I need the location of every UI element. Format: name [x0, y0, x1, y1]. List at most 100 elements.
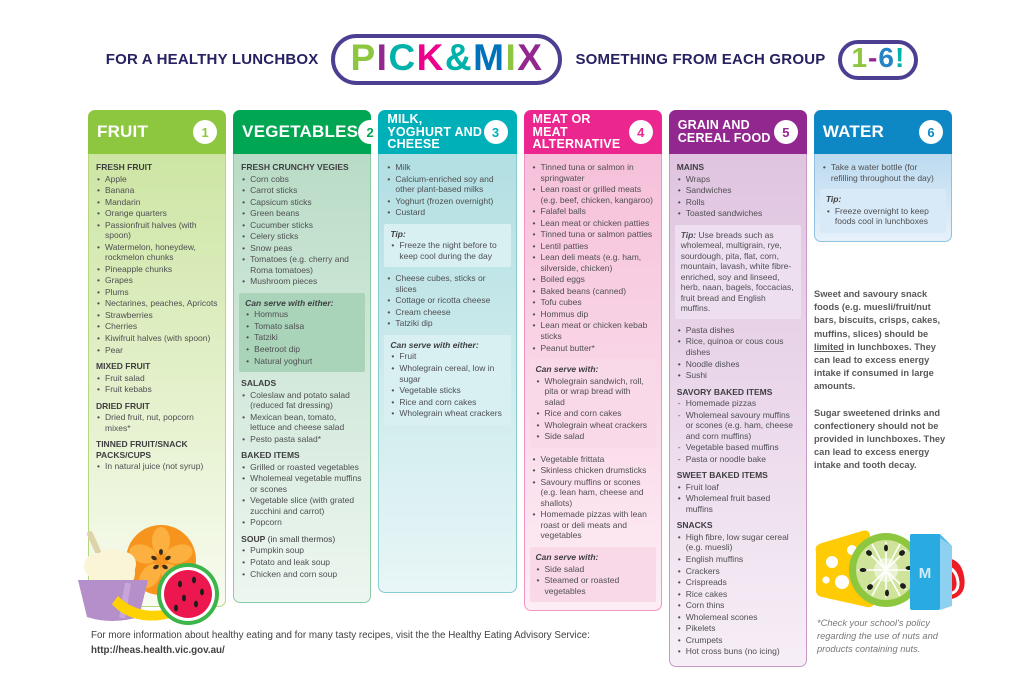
list-item-text: Vegetable frittata [540, 453, 605, 464]
list-item: • Grapes [96, 275, 218, 286]
food-group-columns: FRUIT 1 FRESH FRUIT • Apple • Banana • Mandarin •… [88, 110, 953, 667]
bullet: • [532, 297, 536, 308]
list-item: • Corn thins [677, 600, 799, 611]
bullet: • [246, 309, 250, 320]
list-section: BAKED ITEMS • Grilled or roasted vegetable… [241, 450, 363, 528]
logo-letter: & [444, 37, 474, 78]
bullet: • [677, 623, 681, 634]
list-item-text: Falafel balls [540, 206, 586, 217]
bullet: • [97, 208, 100, 219]
list-section: • Vegetable frittata • Skinless chicken dru… [532, 454, 654, 541]
bullet: • [97, 384, 100, 395]
list-item-text: Milk [395, 162, 411, 172]
bullet: • [677, 370, 681, 381]
bullet: • [97, 461, 100, 472]
bullet: • [677, 324, 681, 335]
list-item-text: Wraps [685, 173, 711, 184]
bullet: • [532, 252, 536, 263]
list-section: SAVORY BAKED ITEMS - Homemade pizzas - Whole… [677, 387, 799, 465]
nut-policy-note: *Check your school's policy regarding th… [817, 618, 938, 655]
bullet: • [536, 431, 540, 442]
list-item-text: Natural yoghurt [254, 355, 313, 366]
list-section: SOUP (in small thermos) • Pumpkin soup • Pot… [241, 534, 363, 579]
list-item-text: Tofu cubes [540, 297, 582, 308]
group-number-badge: 4 [628, 120, 653, 144]
list-section: MIXED FRUIT • Fruit salad • Fruit kebabs [96, 361, 218, 395]
list-section: • Tinned tuna or salmon in springwater • Le… [532, 162, 654, 353]
list-item-text: Pikelets [685, 623, 716, 634]
column-body: FRESH CRUNCHY VEGIES • Corn cobs • Carrot st… [233, 154, 372, 603]
header-left-text: FOR A HEALTHY LUNCHBOX [105, 51, 319, 68]
list-item: • Calcium-enriched soy and other plant-ba… [386, 174, 508, 195]
column-grain-and-cereal-food: GRAIN AND CEREAL FOOD 5 MAINS • Wraps • Sandwi… [668, 110, 807, 667]
section-heading: Can serve with either: [390, 339, 479, 350]
section-heading: FRESH FRUIT [96, 162, 153, 172]
list-item: • Cottage or ricotta cheese [386, 295, 508, 306]
list-item: • Celery sticks [241, 231, 363, 242]
list-item: • Baked beans (canned) [532, 286, 654, 297]
list-item-text: Wholemeal vegetable muffins or scones [250, 473, 362, 494]
column-body: • Take a water bottle (for refilling thro… [813, 154, 953, 242]
list-item-text: Beetroot dip [254, 343, 301, 354]
list-item-text: Capsicum sticks [250, 196, 312, 207]
list-item-text: Cream cheese [395, 306, 451, 317]
list-item-text: Apple [105, 173, 127, 184]
list-item-text: Passionfruit halves (with spoon) [105, 219, 197, 241]
list-item-text: Strawberries [105, 309, 153, 320]
group-number-badge: 6 [919, 120, 944, 144]
list-section: • Pasta dishes • Rice, quinoa or cous cous … [677, 325, 799, 381]
section-heading: SNACKS [676, 520, 713, 531]
list-item-text: Vegetable based muffins [685, 442, 779, 453]
bullet: • [242, 208, 246, 219]
list-item-text: Banana [105, 185, 135, 196]
sugar-drinks-note: Sugar sweetened drinks and confectionery… [814, 407, 946, 471]
list-item: • Potato and leak soup [241, 557, 363, 568]
bullet: • [391, 408, 395, 419]
list-item-text: Sandwiches [685, 185, 732, 196]
section-heading: TINNED FRUIT/SNACK PACKS/CUPS [96, 439, 188, 460]
bullet: • [242, 545, 246, 556]
list-section: TINNED FRUIT/SNACK PACKS/CUPS • In natural… [96, 439, 218, 472]
list-item: • Homemade pizzas with lean roast or deli… [532, 509, 654, 541]
group-number-badge: 5 [773, 120, 798, 144]
column-body: MAINS • Wraps • Sandwiches • Rolls • Toasted san… [668, 154, 807, 667]
bullet: • [532, 476, 536, 487]
group-range-badge: 1-6! [838, 39, 919, 80]
list-item-text: Wholemeal savoury muffins or scones (e.g… [685, 409, 793, 441]
logo-letter: X [517, 37, 544, 78]
list-item-text: Skinless chicken drumsticks [540, 465, 647, 476]
section-heading: Can serve with: [535, 552, 599, 562]
list-item-text: Snow peas [250, 242, 293, 253]
bullet: • [97, 286, 100, 297]
list-item: • Lentil patties [532, 241, 654, 252]
list-item-text: Crackers [685, 565, 720, 576]
bullet: • [391, 240, 395, 251]
section-heading: BAKED ITEMS [241, 450, 300, 461]
list-item: • Corn cobs [241, 174, 363, 185]
bullet: • [387, 173, 391, 184]
bullet: • [242, 242, 246, 253]
bullet: • [532, 184, 536, 195]
list-item-text: Rolls [685, 196, 705, 207]
list-item-text: Side salad [544, 431, 585, 442]
list-item: • Lean meat or chicken patties [532, 218, 654, 229]
section-heading: SAVORY BAKED ITEMS [676, 386, 773, 397]
column-header-grain-and-cereal-food: GRAIN AND CEREAL FOOD 5 [668, 110, 807, 154]
list-item-text: Rice, quinoa or cous cous dishes [685, 336, 784, 357]
list-item: • Lean roast or grilled meats (e.g. beef,… [532, 184, 654, 205]
list-item: • Capsicum sticks [241, 197, 363, 208]
list-item-text: Plums [105, 286, 129, 297]
bullet: • [387, 295, 391, 306]
list-item: • Tatziki [245, 332, 359, 343]
bullet: • [677, 336, 681, 347]
bullet: • [246, 343, 250, 354]
bullet: • [532, 217, 536, 228]
list-item: - Wholemeal savoury muffins or scones (e.… [677, 410, 799, 442]
list-item: • Skinless chicken drumsticks [532, 465, 654, 476]
list-item-text: Lean meat or chicken patties [540, 217, 650, 228]
list-item: - Vegetable based muffins [677, 442, 799, 453]
list-item-text: Wholegrain wheat crackers [399, 408, 502, 419]
list-item-text: Celery sticks [250, 231, 299, 242]
list-item: • Freeze overnight to keep foods cool in … [826, 206, 940, 227]
list-item: • Yoghurt (frozen overnight) [386, 196, 508, 207]
